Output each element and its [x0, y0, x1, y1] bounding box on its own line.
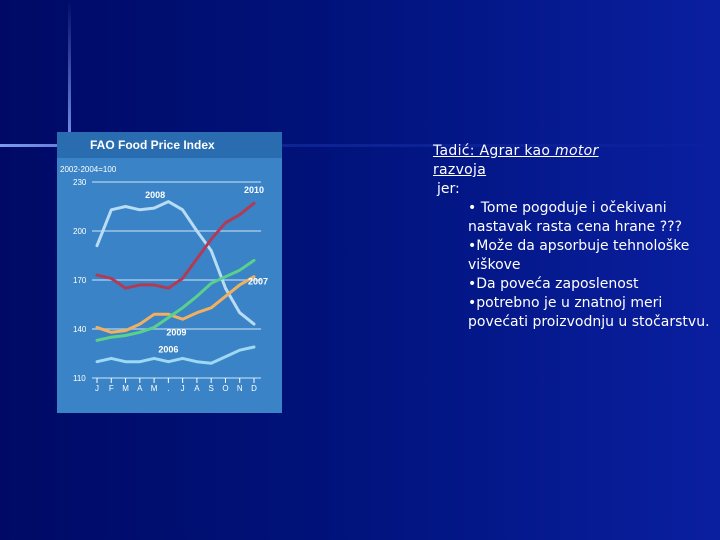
x-tick-label: M	[151, 384, 158, 393]
series-label-2008: 2008	[145, 190, 165, 200]
bullet-item: •Da poveća zaposlenost	[468, 276, 639, 292]
x-tick-label: A	[194, 384, 200, 393]
x-tick-label: S	[209, 384, 214, 393]
x-tick-label: J	[95, 384, 99, 393]
y-tick-label: 110	[73, 374, 86, 383]
x-tick-label: A	[137, 384, 143, 393]
x-tick-label: D	[251, 384, 257, 393]
chart-title-bar	[57, 132, 282, 158]
slide-heading: Tadić: Agrar kao motor razvoja	[433, 142, 713, 180]
bullet-item: • Tome pogoduje i očekivani nastavak ras…	[468, 200, 683, 235]
series-label-2009: 2009	[166, 328, 186, 338]
heading-emphasis: motor	[555, 143, 599, 159]
x-tick-label: M	[122, 384, 129, 393]
series-label-2006: 2006	[158, 345, 178, 355]
bullet-item: •potrebno je u znatnoj meri povećati pro…	[468, 295, 710, 330]
chart-title: FAO Food Price Index	[90, 138, 215, 152]
x-tick-label: F	[109, 384, 114, 393]
fao-chart-panel: FAO Food Price Index 2002-2004=100 110 140…	[57, 132, 282, 413]
y-tick-label: 230	[73, 178, 87, 187]
series-label-2010: 2010	[244, 185, 264, 195]
x-tick-label: O	[222, 384, 228, 393]
y-tick-label: 140	[73, 325, 87, 334]
x-tick-label: J	[181, 384, 185, 393]
series-line-2007	[95, 275, 256, 334]
y-tick-label: 170	[73, 276, 87, 285]
x-tick-label: .	[167, 384, 169, 393]
series-line-2009	[95, 258, 256, 342]
decorative-vertical-glow	[68, 0, 71, 150]
bullet-item: •Može da apsorbuje tehnološke viškove	[468, 238, 690, 273]
heading-jer: jer:	[437, 181, 460, 197]
series-line-2008	[95, 200, 256, 326]
chart-subtitle: 2002-2004=100	[60, 165, 117, 174]
decorative-horizontal-glow	[0, 144, 700, 147]
series-label-2007: 2007	[248, 277, 268, 287]
series-line-2006	[95, 345, 256, 365]
series-line-2010	[95, 201, 256, 290]
slide-text: Tadić: Agrar kao motor razvoja jer: • Tom…	[433, 142, 713, 332]
bullet-list: • Tome pogoduje i očekivani nastavak ras…	[433, 199, 713, 332]
y-tick-label: 200	[73, 227, 87, 236]
heading-suffix: razvoja	[433, 162, 487, 178]
heading-prefix: Tadić: Agrar kao	[433, 143, 556, 159]
x-tick-label: N	[237, 384, 243, 393]
